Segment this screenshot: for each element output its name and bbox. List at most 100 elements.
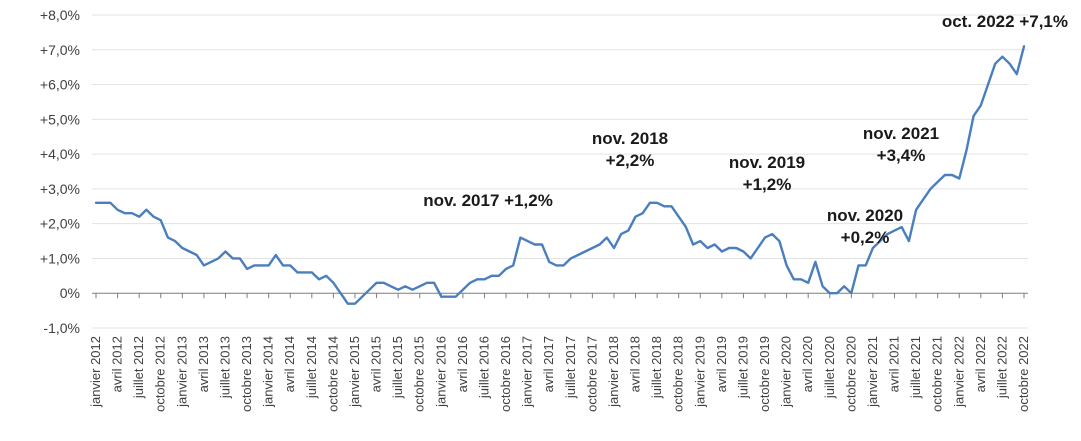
data-point	[404, 285, 407, 288]
data-annotation: nov. 2020	[827, 206, 903, 225]
data-point	[159, 219, 162, 221]
data-point	[1016, 73, 1018, 75]
data-point	[951, 174, 953, 176]
x-tick-label: octobre 2012	[153, 336, 168, 412]
data-point	[426, 282, 428, 284]
data-point	[936, 181, 939, 183]
x-tick-label: avril 2022	[973, 336, 988, 392]
data-point	[210, 261, 212, 263]
data-point	[167, 236, 169, 239]
data-point	[311, 271, 313, 274]
data-point	[534, 243, 536, 246]
data-point	[296, 271, 299, 274]
x-tick-label: juillet 2012	[131, 336, 146, 399]
x-tick-label: juillet 2020	[822, 336, 837, 399]
data-point	[958, 177, 961, 180]
data-point	[490, 275, 493, 277]
x-tick-label: octobre 2014	[325, 336, 340, 412]
y-tick-label: +8,0%	[40, 7, 80, 23]
data-point	[735, 247, 737, 249]
x-tick-label: avril 2019	[714, 336, 729, 392]
data-point	[361, 295, 364, 298]
data-point	[706, 247, 709, 249]
data-point	[454, 295, 457, 298]
x-tick-label: juillet 2017	[563, 336, 578, 399]
data-point	[498, 275, 500, 277]
data-point	[1023, 45, 1025, 48]
x-tick-label: avril 2013	[196, 336, 211, 392]
data-point	[433, 282, 435, 284]
x-tick-label: octobre 2015	[412, 336, 427, 412]
data-point	[483, 278, 486, 281]
x-tick-label: octobre 2021	[930, 336, 945, 412]
data-point	[994, 62, 996, 65]
data-point	[606, 236, 608, 239]
y-tick-label: +3,0%	[40, 181, 80, 197]
data-point	[577, 254, 579, 256]
data-point	[980, 104, 982, 107]
data-point	[224, 250, 227, 253]
data-point	[836, 292, 838, 295]
data-point	[174, 240, 176, 242]
data-point	[670, 205, 673, 208]
data-point	[814, 261, 817, 263]
data-point	[886, 233, 889, 235]
x-tick-label: janvier 2020	[779, 336, 794, 408]
x-tick-label: octobre 2022	[1016, 336, 1031, 412]
data-point	[908, 240, 910, 242]
data-point	[397, 288, 399, 291]
data-annotation: +0,2%	[841, 228, 890, 247]
data-point	[303, 271, 306, 274]
data-point	[829, 292, 831, 295]
y-tick-label: +7,0%	[40, 42, 80, 58]
data-point	[275, 254, 277, 256]
data-point	[864, 264, 867, 267]
data-point	[246, 268, 248, 270]
data-point	[879, 240, 881, 242]
x-tick-label: avril 2020	[800, 336, 815, 392]
data-point	[728, 247, 730, 249]
data-point	[203, 264, 205, 267]
x-tick-label: juillet 2021	[908, 336, 923, 399]
data-point	[922, 198, 925, 201]
data-point	[785, 264, 788, 267]
x-tick-label: juillet 2014	[304, 336, 319, 399]
x-tick-label: janvier 2014	[261, 336, 276, 408]
data-point	[181, 247, 184, 249]
data-point	[663, 205, 666, 208]
data-point	[325, 275, 328, 277]
data-point	[771, 233, 773, 235]
data-point	[354, 302, 356, 305]
data-point	[692, 243, 694, 246]
data-point	[383, 282, 385, 284]
x-tick-label: juillet 2022	[994, 336, 1009, 399]
data-point	[253, 264, 256, 267]
y-tick-label: +2,0%	[40, 216, 80, 232]
data-point	[915, 209, 917, 211]
data-point	[195, 254, 198, 256]
data-point	[843, 285, 845, 288]
data-point	[677, 215, 680, 218]
data-point	[541, 243, 543, 246]
x-tick-label: octobre 2013	[239, 336, 254, 412]
data-point	[375, 282, 378, 284]
data-annotation: +2,2%	[606, 151, 655, 170]
data-point	[282, 264, 284, 267]
x-tick-label: octobre 2020	[843, 336, 858, 412]
x-tick-label: avril 2015	[369, 336, 384, 392]
data-point	[152, 215, 155, 218]
x-tick-label: janvier 2021	[865, 336, 880, 408]
data-point	[548, 261, 550, 263]
x-tick-label: janvier 2012	[88, 336, 103, 408]
data-point	[965, 149, 968, 152]
data-point	[188, 250, 191, 253]
data-point	[447, 295, 450, 298]
data-point	[800, 278, 802, 281]
data-point	[124, 212, 126, 214]
data-point	[339, 292, 342, 295]
y-tick-label: -1,0%	[43, 320, 80, 336]
data-point	[462, 288, 464, 291]
data-point	[757, 247, 759, 249]
data-point	[713, 243, 716, 246]
